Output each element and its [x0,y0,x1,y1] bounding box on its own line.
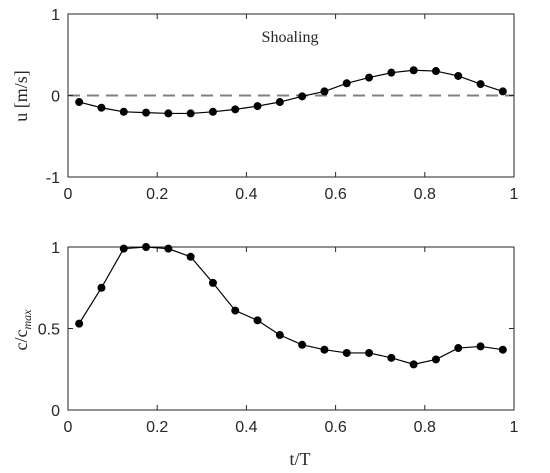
concentration-data-point [186,252,195,261]
concentration-series-line [78,246,503,365]
velocity-data-point [409,66,418,75]
ticks-concentration: 0 0.2 0.4 0.6 0.8 1 0 0.5 1 [38,240,519,436]
velocity-x-tick-label: 0.6 [324,186,346,203]
concentration-y-tick-label: 0 [51,403,60,420]
concentration-y-tick-label: 1 [51,240,60,257]
velocity-data-point [476,80,485,89]
concentration-data-point [387,353,396,362]
velocity-data-point [342,79,351,88]
velocity-data-point [275,98,284,107]
concentration-x-tick-label: 0.8 [414,419,436,436]
velocity-data-point [75,98,84,107]
concentration-data-point [231,306,240,315]
concentration-data-point [119,244,128,253]
concentration-data-point [75,319,84,328]
velocity-x-tick-label: 0 [64,186,73,203]
concentration-data-point [275,331,284,340]
velocity-x-tick-label: 0.4 [235,186,257,203]
velocity-data-point [142,108,151,117]
velocity-data-point [231,105,240,114]
concentration-y-axis-label-main: c/c [11,330,31,351]
velocity-data-point [186,109,195,118]
velocity-data-point [454,71,463,80]
concentration-data-point [365,348,374,357]
velocity-x-tick-label: 0.8 [414,186,436,203]
time-x-axis-label: t/T [290,449,311,469]
concentration-data-point [409,360,418,369]
velocity-series-points [75,66,507,118]
concentration-data-point [431,355,440,364]
velocity-data-point [498,87,507,96]
concentration-data-point [142,243,151,251]
velocity-data-point [365,73,374,82]
concentration-y-axis-label: c/cmax [11,309,34,351]
concentration-data-point [454,344,463,353]
concentration-x-tick-label: 0 [64,419,73,436]
concentration-x-tick-label: 1 [510,419,519,436]
velocity-data-point [97,103,106,112]
velocity-y-axis-label: u [m/s] [11,70,31,122]
shoaling-annotation: Shoaling [262,29,319,46]
velocity-y-tick-label: -1 [46,170,60,187]
velocity-data-point [298,92,307,101]
velocity-x-tick-label: 1 [510,186,519,203]
concentration-data-point [320,345,329,354]
concentration-data-point [164,244,173,253]
concentration-data-point [342,348,351,357]
velocity-x-tick-label: 0.2 [146,186,168,203]
concentration-x-tick-label: 0.2 [146,419,168,436]
concentration-data-point [97,283,106,292]
velocity-series-line [79,69,504,115]
concentration-x-tick-label: 0.4 [235,419,257,436]
panel-velocity: Shoaling 0 0.2 0.4 0.6 0.8 1-101 u [m/s] [11,7,519,203]
plot-box-concentration [67,246,515,411]
velocity-data-point [119,107,128,116]
velocity-data-point [431,67,440,76]
velocity-data-point [320,87,329,96]
concentration-y-axis-label-subscript: max [20,309,34,330]
panel-concentration: 0 0.2 0.4 0.6 0.8 1 0 0.5 1 c/cmax t/T [11,240,519,469]
velocity-y-tick-label: 0 [51,89,60,106]
concentration-data-point [253,316,262,325]
velocity-data-point [387,68,396,77]
velocity-data-point [253,102,262,111]
velocity-data-point [208,107,217,116]
concentration-data-point [298,340,307,349]
concentration-y-tick-label: 0.5 [38,322,60,339]
concentration-data-point [476,342,485,351]
ticks-velocity: 0 0.2 0.4 0.6 0.8 1-101 [46,7,519,203]
concentration-x-tick-label: 0.6 [324,419,346,436]
concentration-data-point [498,345,507,354]
velocity-data-point [164,109,173,118]
concentration-series-points [75,243,507,369]
concentration-data-point [208,278,217,287]
velocity-y-tick-label: 1 [51,7,60,24]
